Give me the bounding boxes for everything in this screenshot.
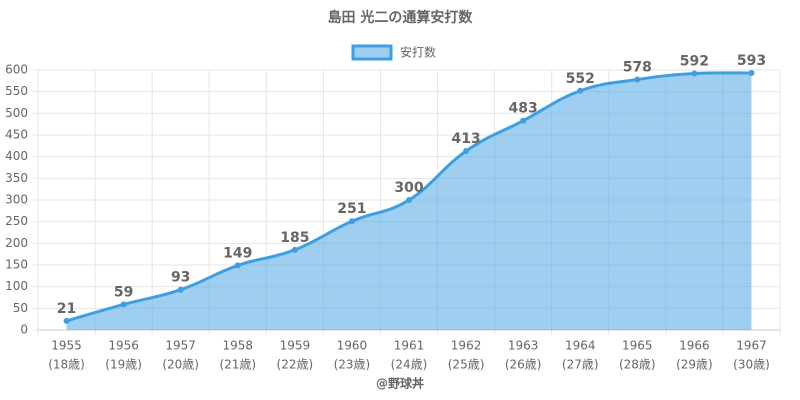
y-tick-label: 250 [5,214,28,228]
value-label: 93 [171,270,190,286]
y-tick-label: 300 [5,193,28,207]
point [291,246,298,253]
x-tick-label: (27歳) [562,358,599,372]
point [120,301,127,308]
value-label: 592 [680,53,709,69]
y-tick-label: 600 [5,63,28,77]
x-tick-label: (19歳) [105,358,142,372]
legend-swatch [351,44,393,61]
point [577,87,584,94]
x-tick-label: (22歳) [277,358,314,372]
chart-title: 島田 光二の通算安打数 [328,9,474,26]
y-tick-label: 100 [5,279,28,293]
value-label: 413 [451,131,480,147]
y-tick-label: 50 [13,301,28,315]
point [748,70,755,77]
value-label: 21 [57,301,76,317]
x-tick-label: 1962 [451,339,482,353]
x-tick-label: 1965 [622,339,653,353]
y-tick-label: 550 [5,84,28,98]
point [691,70,698,77]
value-label: 149 [223,245,252,261]
x-tick-label: 1963 [508,339,539,353]
y-tick-label: 450 [5,128,28,142]
x-tick-label: 1966 [679,339,710,353]
point [406,197,412,203]
y-tick-label: 150 [5,258,28,272]
x-tick-label: 1955 [51,339,82,353]
x-tick-label: (20歳) [162,358,199,372]
y-tick-label: 500 [5,106,28,120]
x-tick-label: 1967 [736,339,767,353]
x-tick-label: 1964 [565,339,596,353]
x-tick-label: (24歳) [391,358,428,372]
x-tick-label: (25歳) [448,358,485,372]
x-tick-label: 1959 [280,339,311,353]
y-tick-label: 350 [5,171,28,185]
point [177,286,184,293]
point [234,262,241,269]
y-tick-label: 200 [5,236,28,250]
x-tick-label: (26歳) [505,358,542,372]
value-label: 300 [394,180,423,196]
y-tick-label: 400 [5,149,28,163]
value-label: 578 [623,60,652,76]
value-label: 593 [737,53,766,69]
value-label: 483 [509,101,538,117]
x-tick-label: 1960 [337,339,368,353]
value-label: 59 [114,284,133,300]
x-tick-label: (30歳) [733,358,770,372]
x-tick-label: (18歳) [48,358,85,372]
point [348,218,355,225]
point [520,117,527,124]
x-tick-label: 1961 [394,339,425,353]
value-label: 185 [280,230,309,246]
y-tick-label: 0 [20,323,28,337]
x-tick-label: 1956 [108,339,139,353]
value-label: 251 [337,201,366,217]
x-tick-label: 1958 [222,339,253,353]
point [63,317,70,324]
footer: @野球丼 [376,376,424,391]
x-tick-label: (21歳) [219,358,256,372]
x-tick-label: (28歳) [619,358,656,372]
point [463,148,470,155]
x-tick-label: (29歳) [676,358,713,372]
x-tick-label: 1957 [165,339,196,353]
value-label: 552 [566,71,595,87]
x-tick-label: (23歳) [334,358,371,372]
legend-label: 安打数 [400,45,436,60]
point [634,76,641,83]
